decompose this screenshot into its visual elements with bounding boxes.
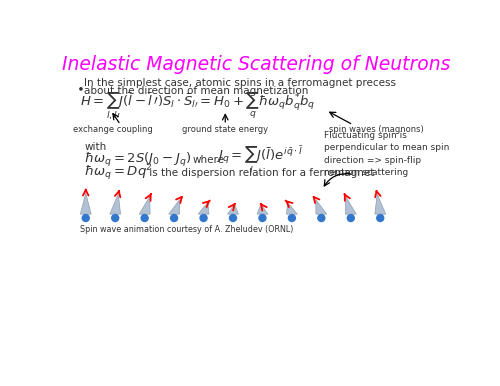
Circle shape <box>230 215 236 222</box>
Polygon shape <box>316 200 327 214</box>
Text: $\hbar\omega_q = 2S(J_0 - J_q)$: $\hbar\omega_q = 2S(J_0 - J_q)$ <box>84 151 192 169</box>
Text: $J_q = \sum_l J(\bar{l})e^{i\bar{q}\cdot\bar{l}}$: $J_q = \sum_l J(\bar{l})e^{i\bar{q}\cdot… <box>216 145 304 176</box>
Polygon shape <box>168 200 179 214</box>
Text: $\hbar\omega_q = Dq^2$: $\hbar\omega_q = Dq^2$ <box>84 162 153 183</box>
Circle shape <box>288 215 296 222</box>
Text: $H = \sum_{l,l\prime} J(\bar{l}-\bar{l}\,\prime)\bar{S}_l\cdot\bar{S}_{l\prime} : $H = \sum_{l,l\prime} J(\bar{l}-\bar{l}\… <box>80 90 315 122</box>
Circle shape <box>318 215 325 222</box>
Polygon shape <box>228 204 238 214</box>
Circle shape <box>82 215 89 222</box>
Polygon shape <box>80 193 91 214</box>
Text: with: with <box>84 142 106 152</box>
Text: Spin wave animation courtesy of A. Zheludev (ORNL): Spin wave animation courtesy of A. Zhelu… <box>80 225 293 234</box>
Text: about the direction of mean magnetization: about the direction of mean magnetizatio… <box>84 86 308 96</box>
Polygon shape <box>110 194 120 214</box>
Text: ground state energy: ground state energy <box>182 125 268 134</box>
Polygon shape <box>375 194 386 214</box>
Circle shape <box>141 215 148 222</box>
Circle shape <box>377 215 384 222</box>
Circle shape <box>170 215 177 222</box>
Text: $\bullet$: $\bullet$ <box>76 81 84 95</box>
Text: Inelastic Magnetic Scattering of Neutrons: Inelastic Magnetic Scattering of Neutron… <box>62 54 450 73</box>
Circle shape <box>348 215 354 222</box>
Text: where: where <box>192 155 224 165</box>
Polygon shape <box>257 204 268 214</box>
Text: spin waves (magnons): spin waves (magnons) <box>329 125 424 134</box>
Circle shape <box>259 215 266 222</box>
Circle shape <box>200 215 207 222</box>
Circle shape <box>112 215 118 222</box>
Text: In the simplest case, atomic spins in a ferromagnet precess: In the simplest case, atomic spins in a … <box>84 78 396 88</box>
Text: exchange coupling: exchange coupling <box>73 125 153 134</box>
Polygon shape <box>198 202 209 214</box>
Polygon shape <box>286 202 298 214</box>
Text: is the dispersion relation for a ferromagnet: is the dispersion relation for a ferroma… <box>146 168 374 178</box>
Text: Fluctuating spin is
perpendicular to mean spin
direction => spin-flip
neutron sc: Fluctuating spin is perpendicular to mea… <box>324 131 450 178</box>
Polygon shape <box>346 196 356 214</box>
Polygon shape <box>139 196 150 214</box>
